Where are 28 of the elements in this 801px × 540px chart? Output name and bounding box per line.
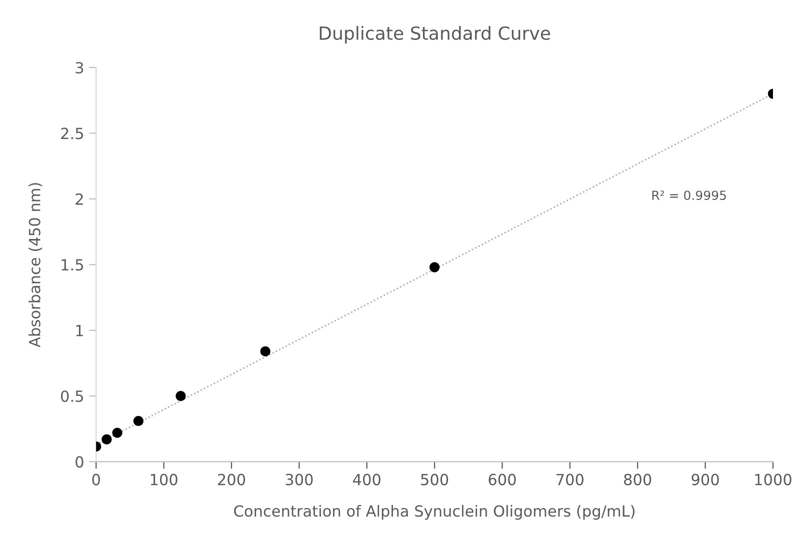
- point: [112, 428, 122, 438]
- x-tick-label: 600: [488, 474, 516, 486]
- annotation: R² = 0.9995: [652, 190, 726, 200]
- point: [176, 390, 186, 402]
- y-tick-label: 2: [76, 193, 83, 205]
- point: [260, 346, 270, 356]
- y-tick-label: 2.5: [61, 128, 83, 140]
- y-tick-label: 1.5: [62, 259, 83, 271]
- x-tick-label: 1000: [755, 474, 792, 486]
- x-tick-label: 500: [421, 474, 448, 486]
- x-tick-label: 700: [556, 474, 584, 486]
- point: [429, 262, 440, 272]
- point: [133, 416, 144, 426]
- x-tick-label: 900: [692, 474, 719, 486]
- y-tick-label: 0: [76, 456, 84, 468]
- y-tick-label: 1: [76, 324, 83, 336]
- x-tick-label: 100: [150, 474, 178, 486]
- y-tick-label: 0.5: [61, 390, 83, 402]
- x-tick-label: 300: [286, 474, 313, 486]
- x-tick-label: 200: [218, 474, 246, 486]
- x-tick-label: 400: [353, 474, 380, 486]
- x-tick-label: 0: [92, 474, 100, 486]
- chart-title: Duplicate Standard Curve: [320, 26, 550, 44]
- y-tick-label: 3: [76, 62, 84, 74]
- y-axis-title: Absorbance (450 nm): [28, 183, 42, 348]
- x-axis-title: Concentration of Alpha Synuclein Oligomers (pg/mL): [234, 504, 634, 520]
- x-tick-label: 800: [624, 474, 652, 486]
- point: [102, 434, 112, 444]
